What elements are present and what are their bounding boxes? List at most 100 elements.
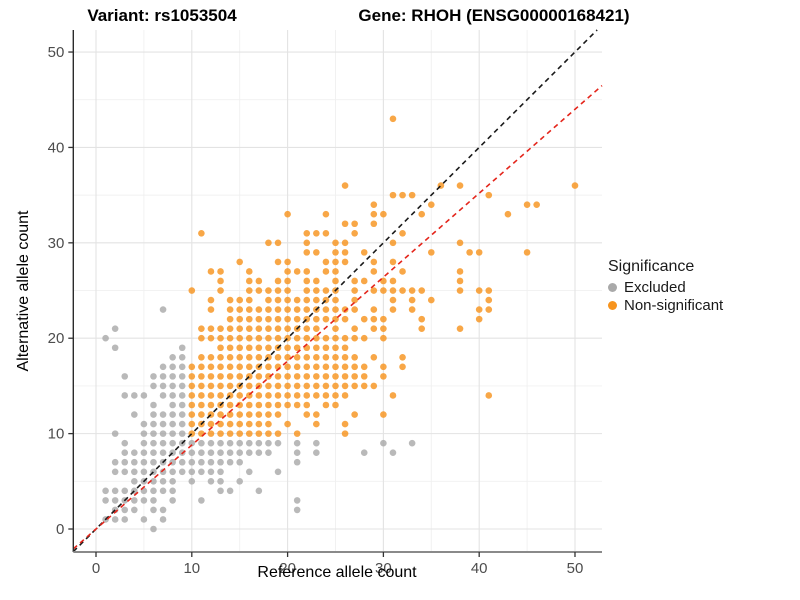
data-point-excluded [159, 382, 167, 390]
data-point-excluded [111, 516, 119, 523]
data-point-excluded [121, 458, 129, 466]
data-point-excluded [169, 439, 176, 447]
data-point-non-significant [284, 420, 291, 428]
data-point-non-significant [380, 315, 387, 323]
data-point-excluded [159, 411, 167, 418]
data-point-non-significant [341, 430, 349, 437]
data-point-non-significant [265, 382, 272, 390]
data-point-non-significant [274, 277, 282, 285]
data-point-non-significant [293, 401, 301, 409]
data-point-non-significant [456, 287, 464, 294]
data-point-excluded [380, 439, 387, 447]
data-point-non-significant [217, 382, 224, 390]
data-point-excluded [169, 487, 176, 495]
data-point-non-significant [236, 334, 243, 342]
data-point-non-significant [293, 382, 301, 390]
data-point-non-significant [265, 411, 272, 418]
data-point-non-significant [217, 344, 224, 352]
data-point-non-significant [293, 306, 301, 313]
data-point-excluded [274, 439, 282, 447]
data-point-non-significant [341, 382, 349, 390]
data-point-non-significant [389, 115, 397, 123]
data-point-non-significant [351, 287, 358, 294]
data-point-excluded [150, 478, 157, 485]
data-point-non-significant [236, 430, 243, 437]
data-point-non-significant [245, 277, 253, 285]
data-point-non-significant [313, 420, 320, 428]
data-point-non-significant [380, 210, 387, 218]
data-point-non-significant [351, 306, 358, 313]
data-point-non-significant [245, 315, 253, 323]
data-point-non-significant [475, 306, 483, 313]
data-point-excluded [140, 439, 148, 447]
data-point-excluded [121, 373, 129, 380]
data-point-non-significant [370, 258, 378, 266]
data-point-non-significant [236, 363, 243, 371]
data-point-non-significant [207, 306, 215, 313]
data-point-non-significant [313, 315, 320, 323]
data-point-non-significant [226, 353, 234, 361]
data-point-excluded [159, 363, 167, 371]
data-point-excluded [140, 458, 148, 466]
y-tick-label: 20 [48, 330, 65, 347]
data-point-excluded [140, 430, 148, 437]
data-point-non-significant [322, 353, 330, 361]
data-point-non-significant [303, 363, 311, 371]
data-point-non-significant [303, 334, 311, 342]
data-point-excluded [150, 373, 157, 380]
data-point-non-significant [226, 430, 234, 437]
data-point-non-significant [380, 363, 387, 371]
data-point-excluded [169, 497, 176, 504]
data-point-non-significant [226, 382, 234, 390]
data-point-non-significant [351, 363, 358, 371]
data-point-non-significant [255, 277, 263, 285]
data-point-non-significant [265, 373, 272, 380]
data-point-non-significant [265, 287, 272, 294]
data-point-non-significant [380, 373, 387, 380]
data-point-non-significant [284, 268, 291, 275]
data-point-excluded [169, 373, 176, 380]
data-point-non-significant [389, 277, 397, 285]
data-point-non-significant [245, 325, 253, 332]
data-point-non-significant [456, 268, 464, 275]
data-point-non-significant [360, 277, 368, 285]
data-point-non-significant [456, 325, 464, 332]
data-point-excluded [159, 516, 167, 523]
data-point-excluded [178, 420, 186, 428]
data-point-non-significant [313, 373, 320, 380]
data-point-non-significant [265, 344, 272, 352]
data-point-excluded [313, 449, 320, 456]
data-point-non-significant [293, 334, 301, 342]
data-point-non-significant [255, 325, 263, 332]
data-point-non-significant [236, 315, 243, 323]
data-point-non-significant [198, 382, 205, 390]
data-point-non-significant [217, 353, 224, 361]
data-point-non-significant [341, 420, 349, 428]
legend-label-nonsignificant: Non-significant [624, 297, 724, 314]
data-point-non-significant [427, 296, 435, 304]
data-point-non-significant [207, 363, 215, 371]
legend-item-nonsignificant: Non-significant [608, 297, 796, 314]
data-point-excluded [140, 449, 148, 456]
data-point-non-significant [274, 392, 282, 399]
data-point-excluded [178, 468, 186, 476]
data-point-non-significant [217, 420, 224, 428]
data-point-excluded [111, 344, 119, 352]
data-point-non-significant [313, 287, 320, 294]
data-point-non-significant [332, 306, 339, 313]
data-point-non-significant [351, 325, 358, 332]
data-point-non-significant [293, 315, 301, 323]
data-point-excluded [131, 458, 138, 466]
data-point-non-significant [380, 334, 387, 342]
data-point-non-significant [303, 277, 311, 285]
data-point-non-significant [226, 344, 234, 352]
data-point-non-significant [303, 287, 311, 294]
data-point-non-significant [293, 392, 301, 399]
data-point-excluded [159, 449, 167, 456]
data-point-non-significant [332, 258, 339, 266]
data-point-non-significant [332, 325, 339, 332]
legend-item-excluded: Excluded [608, 279, 796, 296]
data-point-non-significant [303, 373, 311, 380]
data-point-excluded [159, 506, 167, 514]
data-point-non-significant [284, 373, 291, 380]
